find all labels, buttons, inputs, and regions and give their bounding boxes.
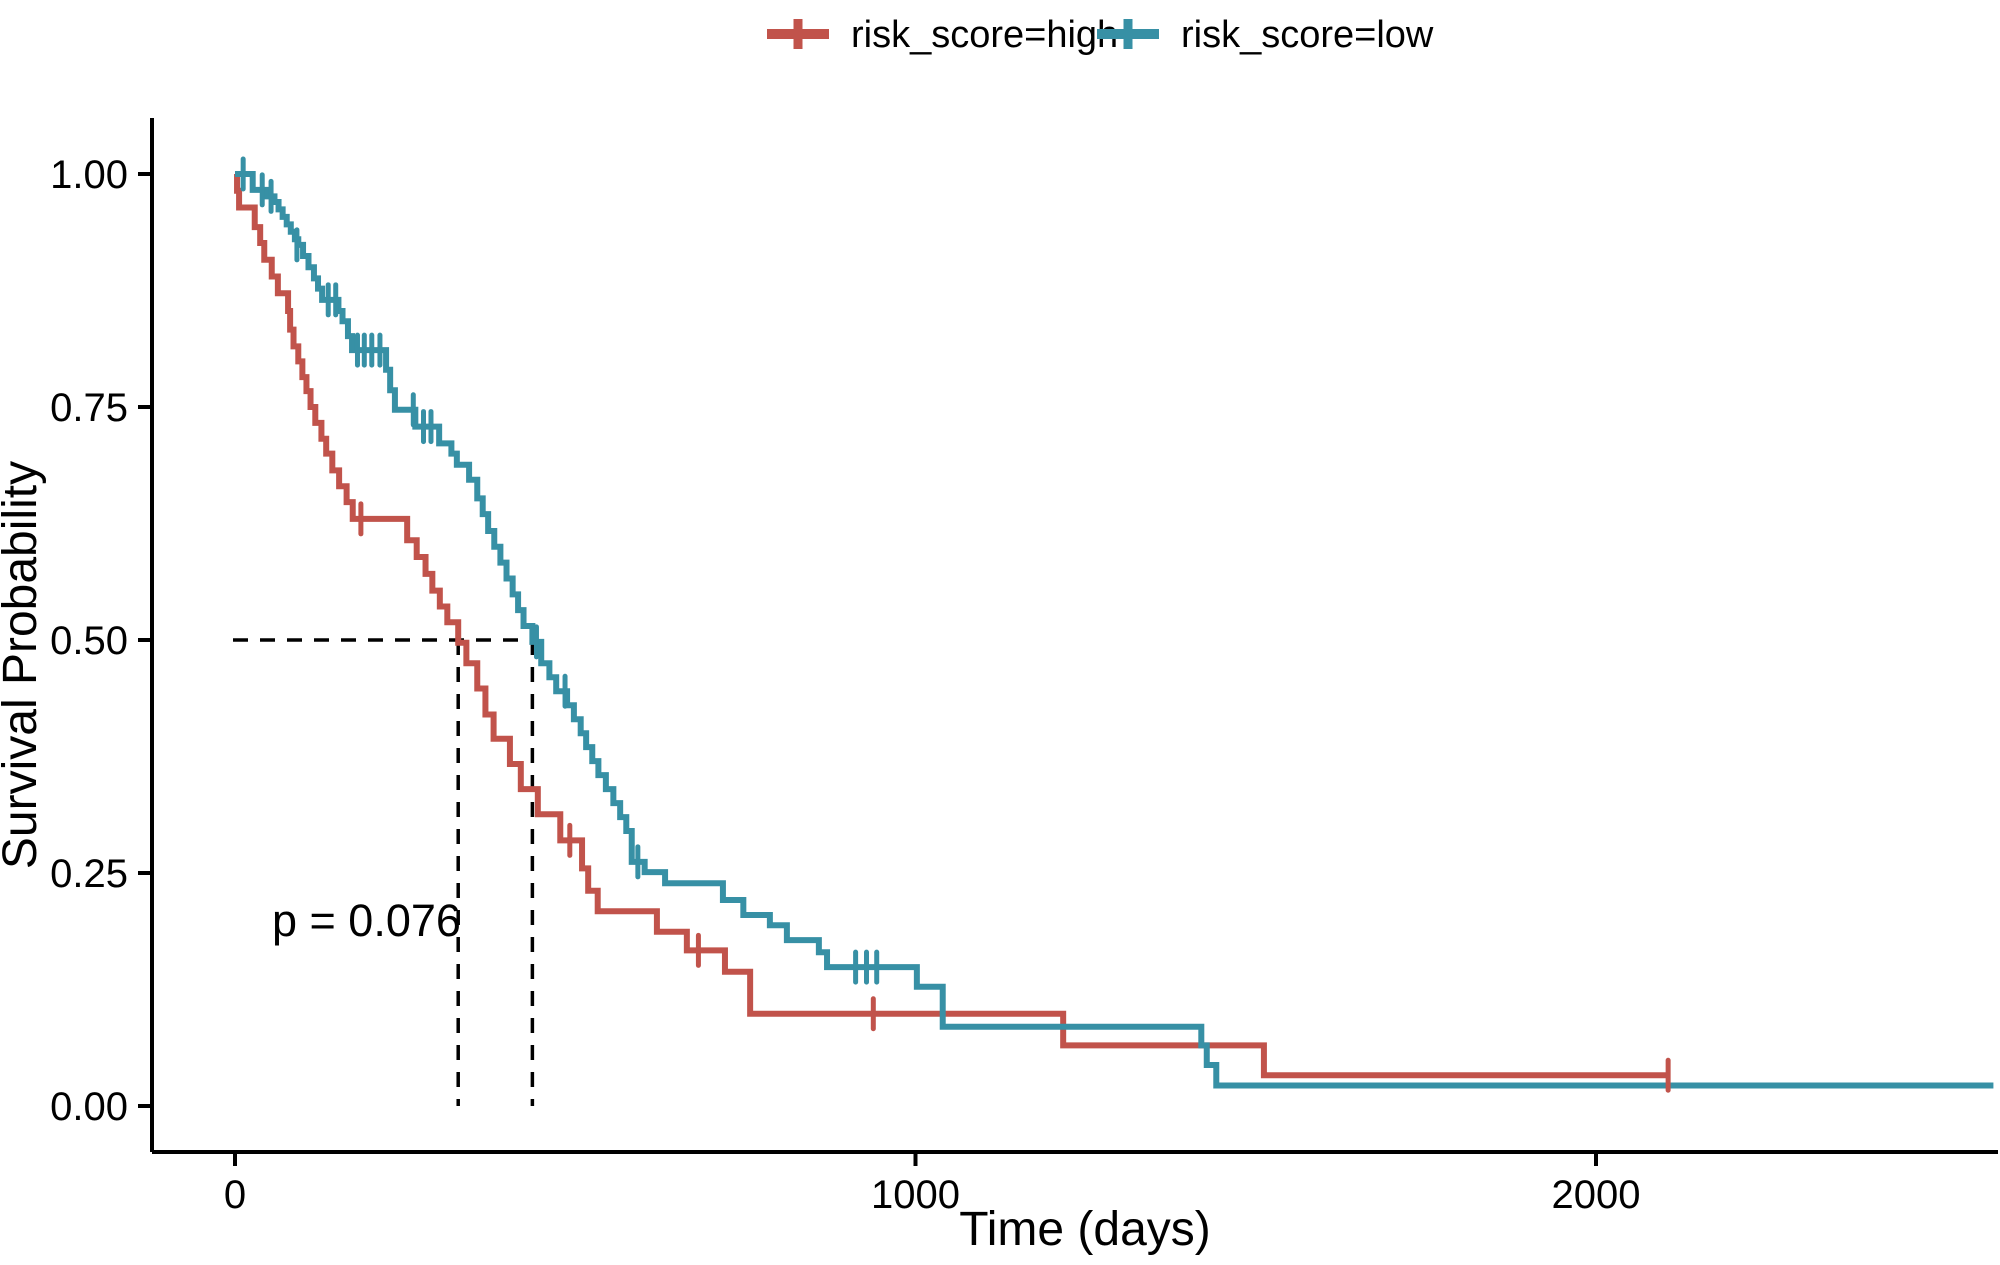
median-guide-lines [233, 638, 535, 1106]
legend-key-high [767, 19, 829, 49]
survival-curve-high [234, 171, 1669, 1079]
legend-key-low [1097, 19, 1159, 49]
y-axis-title: Survival Probability [0, 461, 47, 869]
survival-curve-low [235, 171, 1994, 1089]
y-tick-label: 1.00 [50, 153, 128, 197]
y-tick-label: 0.25 [50, 852, 128, 896]
survival-curves [234, 171, 1994, 1089]
legend-label-low: risk_score=low [1181, 14, 1434, 56]
y-tick-label: 0.50 [50, 619, 128, 663]
axes: 1.00 0.75 0.50 0.25 0.00 0 1000 2000 [50, 118, 1998, 1217]
x-axis-title: Time (days) [959, 1203, 1211, 1256]
y-tick-label: 0.75 [50, 386, 128, 430]
x-tick-label: 0 [224, 1173, 246, 1217]
legend: risk_score=high risk_score=low [767, 14, 1434, 56]
legend-label-high: risk_score=high [851, 14, 1118, 56]
y-tick-label: 0.00 [50, 1085, 128, 1129]
p-value-label: p = 0.076 [272, 895, 461, 946]
x-tick-label: 1000 [871, 1173, 960, 1217]
censor-marks [240, 156, 1671, 1093]
x-tick-label: 2000 [1552, 1173, 1641, 1217]
